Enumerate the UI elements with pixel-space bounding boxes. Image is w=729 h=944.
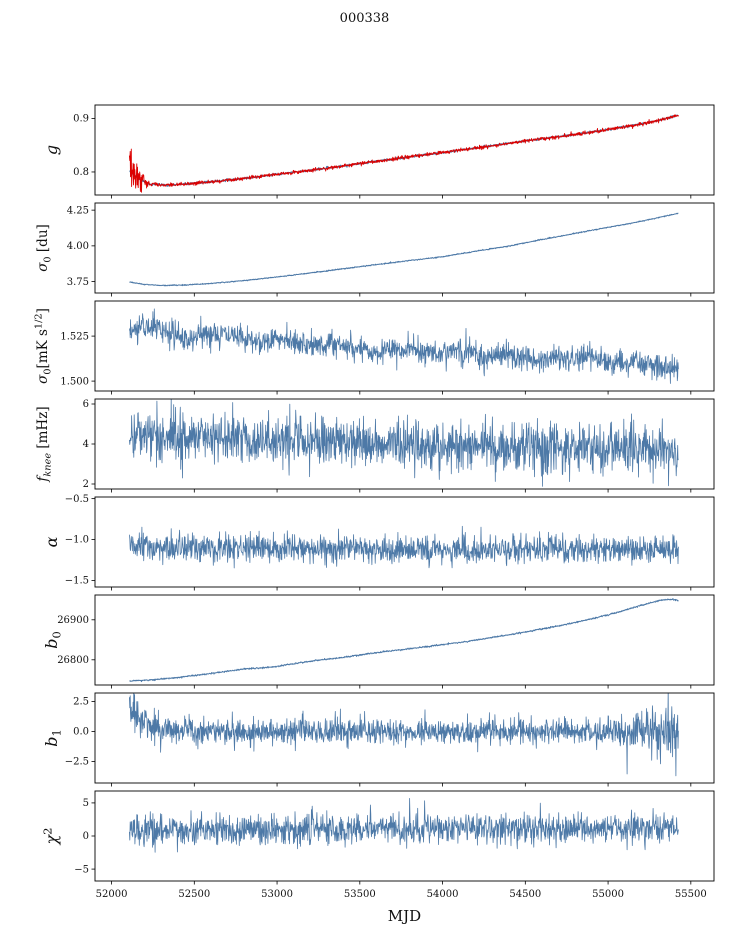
series-line-alpha-0: [129, 525, 679, 569]
y-tick-label: −5: [74, 864, 89, 875]
y-axis-label-sigma0-du: σ0 [du]: [35, 224, 54, 272]
panel-frame: [94, 202, 715, 294]
x-tick-label: 52000: [96, 889, 128, 900]
panel-alpha: −0.5 −1.0 −1.5 α: [42, 494, 715, 591]
x-axis-label: MJD: [388, 907, 421, 925]
series-line-sigma0-mK-0: [129, 308, 679, 384]
y-tick-label: 2.5: [73, 697, 89, 708]
y-tick-label: 26900: [57, 615, 89, 626]
y-tick-label: 2: [83, 479, 89, 490]
y-axis-label-g: g: [42, 145, 61, 155]
y-tick-label: 4.25: [67, 205, 89, 216]
panel-b1: 2.5 0.0 −2.5b1: [42, 692, 715, 787]
x-tick-label: 53500: [344, 889, 376, 900]
x-tick-label: 55000: [592, 889, 624, 900]
y-tick-label: −2.5: [65, 757, 89, 768]
series-line-chi2-0: [129, 798, 679, 853]
x-tick-label: 54000: [427, 889, 459, 900]
y-tick-label: −1.5: [65, 576, 89, 587]
series-line-sigma0-du-0: [129, 212, 679, 287]
y-tick-label: 4.00: [67, 241, 89, 252]
y-axis-label-alpha: α: [42, 536, 61, 547]
y-tick-label: −1.0: [65, 535, 89, 546]
panel-frame: [94, 104, 715, 196]
series-line-g-0: [129, 114, 679, 187]
panel-chi2: 5 0 −5 52000 52500 53000 53500 54000 54500 55000 5…: [41, 790, 715, 900]
y-axis-label-b0: b0: [42, 631, 64, 649]
series-line-fknee-0: [129, 399, 679, 487]
y-tick-label: 1.525: [60, 331, 89, 342]
figure-title: 000338: [340, 11, 390, 26]
panel-frame: [94, 496, 715, 588]
panels: 0.8 0.9 g 3.75 4.00 4.25 σ0 [du] 1.500 1.525 σ0[m…: [34, 104, 715, 900]
series-line-g-1: [128, 114, 679, 193]
x-tick-label: 52500: [178, 889, 210, 900]
y-axis-label-b1: b1: [42, 729, 64, 747]
y-tick-label: 4: [83, 439, 89, 450]
x-tick-label: 55500: [675, 889, 707, 900]
y-tick-label: −0.5: [65, 494, 89, 505]
panel-fknee: 2 4 6 fknee [mHz]: [35, 398, 715, 493]
series-line-b0-0: [129, 598, 679, 683]
y-tick-label: 1.500: [60, 376, 89, 387]
y-tick-label: 0.8: [73, 167, 89, 178]
panel-sigma0-du: 3.75 4.00 4.25 σ0 [du]: [35, 202, 715, 297]
y-tick-label: 3.75: [67, 277, 89, 288]
y-tick-label: 5: [83, 798, 89, 809]
y-tick-label: 0: [83, 831, 89, 842]
panel-frame: [94, 300, 715, 392]
y-axis-label-sigma0-mK: σ0[mK s1/2]: [34, 308, 54, 384]
panel-frame: [94, 594, 715, 686]
y-tick-label: 0.9: [73, 114, 89, 125]
panel-b0: 26800 26900 b0: [42, 594, 715, 689]
x-tick-label: 54500: [509, 889, 541, 900]
panel-g: 0.8 0.9 g: [42, 104, 715, 199]
series-line-b1-0: [129, 693, 679, 777]
x-tick-label: 53000: [261, 889, 293, 900]
y-axis-label-fknee: fknee [mHz]: [35, 406, 54, 482]
y-tick-label: 26800: [57, 655, 89, 666]
y-tick-label: 6: [83, 399, 89, 410]
panel-frame: [94, 692, 715, 784]
panel-sigma0-mK: 1.500 1.525 σ0[mK s1/2]: [34, 300, 715, 395]
y-axis-label-chi2: χ2: [41, 827, 62, 845]
y-tick-label: 0.0: [73, 727, 89, 738]
